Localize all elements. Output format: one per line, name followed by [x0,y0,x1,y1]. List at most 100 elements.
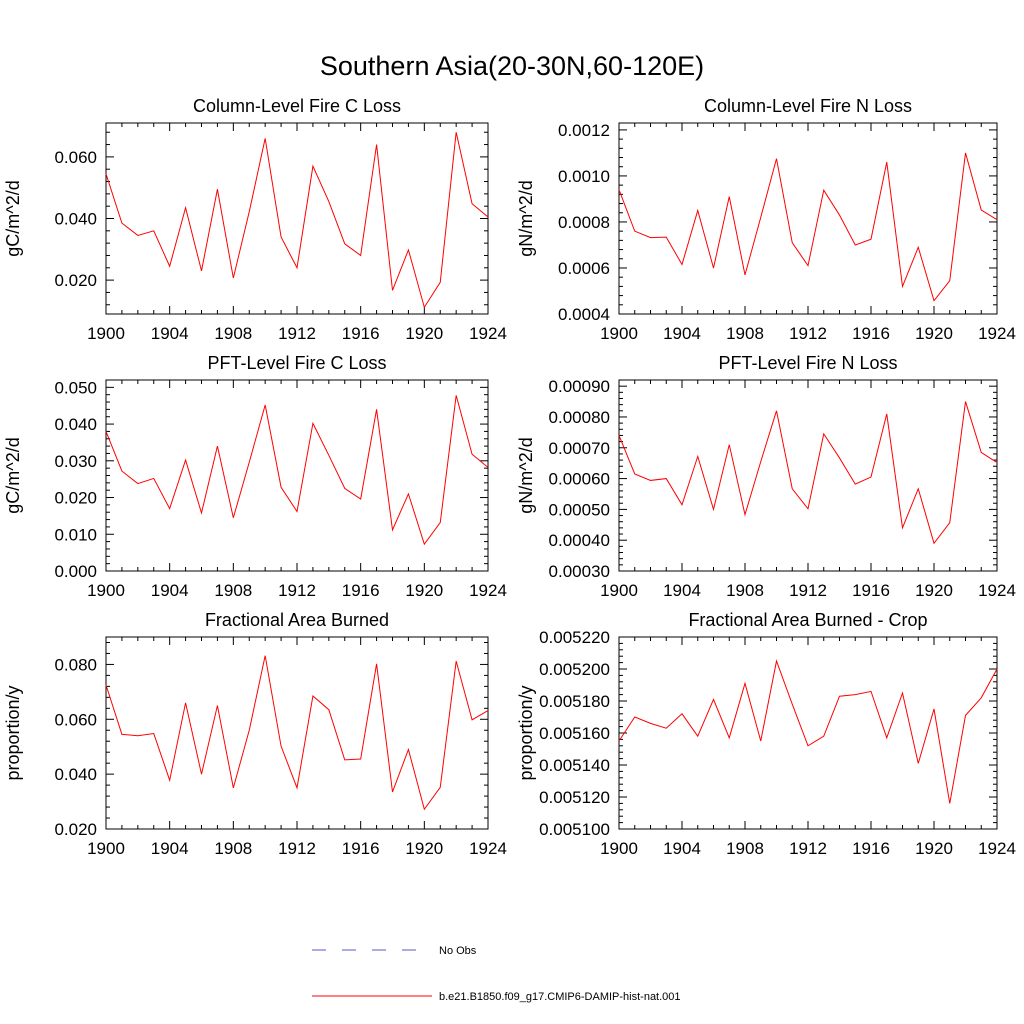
y-tick-label: 0.005100 [539,820,610,839]
chart-panel-5: Fractional Area Burned proportion/y 1900 19… [3,610,507,858]
series-line [105,395,489,546]
x-tick-label: 1916 [852,581,890,600]
y-tick-label: 0.00060 [549,470,610,489]
y-tick-label: 0.010 [54,525,97,544]
x-tick-label: 1904 [663,324,701,343]
x-tick-label: 1904 [663,839,701,858]
y-axis-label: gC/m^2/d [3,180,23,256]
y-tick-label: 0.020 [54,489,97,508]
panels: Column-Level Fire C Loss gC/m^2/d 1900 1904… [3,96,1016,858]
y-tick-label: 0.040 [54,415,97,434]
x-tick-label: 1908 [726,581,764,600]
y-tick-label: 0.0006 [558,259,610,278]
series-line [618,659,998,804]
x-tick-label: 1924 [469,324,507,343]
x-tick-label: 1916 [342,324,380,343]
y-tick-label: 0.020 [54,820,97,839]
x-tick-label: 1900 [87,581,125,600]
figure-title: Southern Asia(20-30N,60-120E) [320,51,704,81]
y-axis-label: gN/m^2/d [516,180,536,256]
y-tick-label: 0.00040 [549,531,610,550]
x-tick-label: 1904 [151,324,189,343]
x-tick-label: 1908 [726,324,764,343]
y-tick-label: 0.0004 [558,305,610,324]
y-axis-label: gC/m^2/d [3,437,23,513]
x-tick-label: 1908 [214,581,252,600]
x-tick-label: 1912 [278,324,316,343]
plot-frame [105,379,489,572]
y-tick-label: 0.060 [54,148,97,167]
plot-frame [105,122,489,315]
panel-title: PFT-Level Fire N Loss [718,353,897,373]
x-tick-label: 1916 [852,324,890,343]
x-tick-label: 1900 [600,324,638,343]
y-tick-label: 0.005120 [539,788,610,807]
series-line [105,655,489,811]
y-tick-label: 0.00080 [549,408,610,427]
y-tick-label: 0.030 [54,452,97,471]
legend: No Obs b.e21.B1850.f09_g17.CMIP6-DAMIP-h… [312,945,681,1003]
panel-title: Column-Level Fire N Loss [704,96,912,116]
chart-panel-2: Column-Level Fire N Loss gN/m^2/d 1900 1904… [516,96,1016,343]
y-tick-label: 0.00030 [549,562,610,581]
y-tick-label: 0.000 [54,562,97,581]
legend-label-no-obs: No Obs [439,945,477,957]
panel-title: Fractional Area Burned - Crop [688,610,927,630]
x-tick-label: 1904 [151,581,189,600]
x-tick-label: 1908 [214,839,252,858]
x-tick-label: 1900 [87,324,125,343]
plot-frame [618,636,998,830]
series-line [105,132,489,309]
x-tick-label: 1912 [278,581,316,600]
x-tick-label: 1924 [978,324,1016,343]
series-line [618,401,998,545]
x-tick-label: 1920 [405,324,443,343]
x-tick-label: 1924 [978,839,1016,858]
series-line [618,152,998,302]
y-tick-label: 0.060 [54,710,97,729]
x-tick-label: 1920 [915,839,953,858]
panel-title: Fractional Area Burned [205,610,389,630]
y-tick-label: 0.080 [54,655,97,674]
panel-title: PFT-Level Fire C Loss [207,353,386,373]
x-tick-label: 1908 [214,324,252,343]
y-tick-label: 0.0010 [558,167,610,186]
x-tick-label: 1900 [600,581,638,600]
x-tick-label: 1924 [469,839,507,858]
x-tick-label: 1904 [663,581,701,600]
x-tick-label: 1900 [87,839,125,858]
y-tick-label: 0.050 [54,378,97,397]
y-tick-label: 0.005140 [539,756,610,775]
y-tick-label: 0.040 [54,765,97,784]
y-tick-label: 0.005180 [539,692,610,711]
x-tick-label: 1904 [151,839,189,858]
x-tick-label: 1908 [726,839,764,858]
y-tick-label: 0.005220 [539,628,610,647]
x-tick-label: 1912 [789,581,827,600]
chart-panel-4: PFT-Level Fire N Loss gN/m^2/d 1900 1904 190… [516,353,1016,600]
y-tick-label: 0.00090 [549,377,610,396]
x-tick-label: 1924 [469,581,507,600]
y-tick-label: 0.005200 [539,660,610,679]
legend-label-case: b.e21.B1850.f09_g17.CMIP6-DAMIP-hist-nat… [439,991,681,1003]
plot-frame [618,379,998,572]
x-tick-label: 1912 [789,324,827,343]
x-tick-label: 1920 [405,581,443,600]
x-tick-label: 1924 [978,581,1016,600]
y-tick-label: 0.0012 [558,121,610,140]
x-tick-label: 1916 [852,839,890,858]
y-tick-label: 0.0008 [558,213,610,232]
y-tick-label: 0.040 [54,210,97,229]
x-tick-label: 1916 [342,839,380,858]
chart-panel-6: Fractional Area Burned - Crop proportion/… [516,610,1016,858]
y-tick-label: 0.020 [54,271,97,290]
y-axis-label: proportion/y [516,685,536,780]
chart-panel-1: Column-Level Fire C Loss gC/m^2/d 1900 1904… [3,96,507,343]
x-tick-label: 1912 [278,839,316,858]
y-axis-label: gN/m^2/d [516,437,536,513]
y-axis-label: proportion/y [3,685,23,780]
y-tick-label: 0.00070 [549,439,610,458]
y-tick-label: 0.00050 [549,500,610,519]
panel-title: Column-Level Fire C Loss [193,96,401,116]
